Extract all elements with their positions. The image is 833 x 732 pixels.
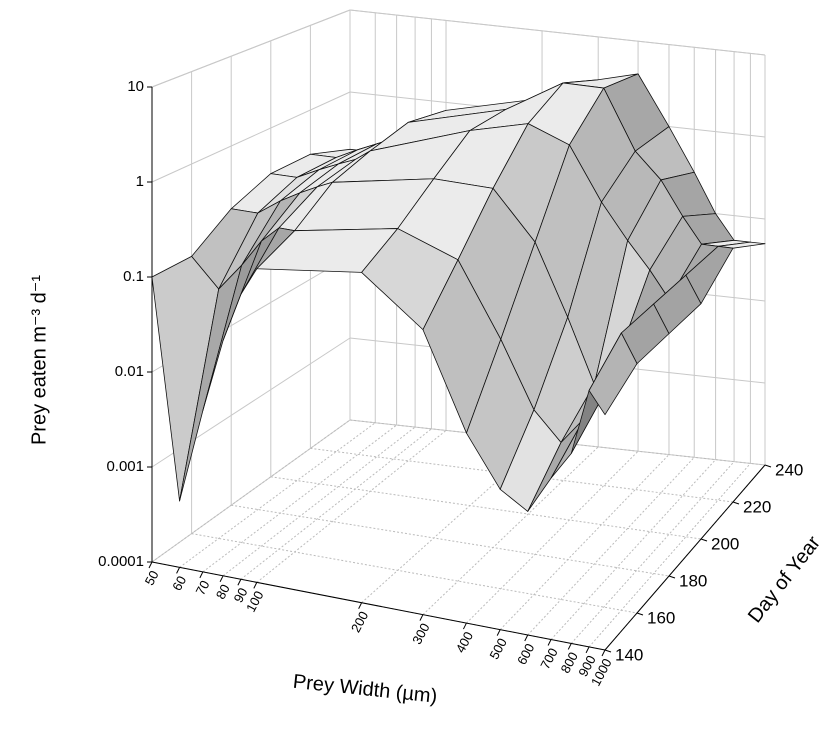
y-axis xyxy=(604,464,766,651)
tick-mark xyxy=(358,602,363,609)
grid-line xyxy=(466,450,639,624)
tick-mark xyxy=(668,575,676,579)
tick-mark xyxy=(732,501,740,505)
tick-mark xyxy=(419,614,424,621)
grid-line xyxy=(222,426,416,577)
grid-line xyxy=(270,476,702,540)
z-tick-label: 10 xyxy=(127,78,144,95)
grid-line xyxy=(240,428,432,580)
x-axis xyxy=(151,561,606,651)
y-tick-label: 200 xyxy=(711,534,739,553)
tick-mark xyxy=(585,646,590,654)
grid-line xyxy=(256,430,447,583)
tick-mark xyxy=(253,582,258,589)
tick-mark xyxy=(176,567,181,574)
x-tick-label: 60 xyxy=(169,573,189,593)
grid-line xyxy=(588,463,751,648)
z-tick-label: 0.01 xyxy=(115,363,144,380)
grid-line xyxy=(191,533,638,614)
grid-line xyxy=(151,419,351,563)
z-axis-title: Prey eaten m⁻³ d⁻¹ xyxy=(28,275,50,445)
grid-line xyxy=(422,446,599,615)
grid-line xyxy=(527,456,695,636)
tick-mark xyxy=(547,639,552,646)
x-tick-label: 500 xyxy=(486,636,509,662)
grid-line xyxy=(349,9,766,56)
tick-mark xyxy=(199,571,204,579)
tick-mark xyxy=(764,464,772,468)
tick-mark xyxy=(601,649,606,657)
x-tick-label: 600 xyxy=(514,641,537,667)
tick-mark xyxy=(700,538,708,542)
x-tick-label: 400 xyxy=(453,629,476,655)
grid-line xyxy=(550,459,716,640)
tick-mark xyxy=(636,612,644,616)
grid-line xyxy=(499,454,670,630)
grid-line xyxy=(179,422,376,568)
tick-mark xyxy=(219,575,224,583)
grid-line xyxy=(151,9,351,88)
y-tick-label: 160 xyxy=(647,608,675,627)
tick-mark xyxy=(496,629,501,636)
x-axis-title: Prey Width (µm) xyxy=(292,671,438,708)
tick-mark xyxy=(148,561,153,569)
grid-line xyxy=(202,424,397,573)
tick-mark xyxy=(237,579,242,586)
tick-mark xyxy=(524,634,529,642)
x-tick-label: 90 xyxy=(231,585,251,605)
y-tick-label: 240 xyxy=(775,460,803,479)
y-tick-label: 220 xyxy=(743,497,771,516)
x-tick-label: 200 xyxy=(348,609,371,635)
y-tick-label: 180 xyxy=(679,571,707,590)
grid-line xyxy=(151,91,351,183)
x-tick-label: 70 xyxy=(193,578,213,598)
tick-mark xyxy=(604,649,612,653)
grid-line xyxy=(231,504,670,577)
x-tick-label: 300 xyxy=(409,621,432,647)
z-tick-label: 1 xyxy=(136,173,144,190)
z-tick-label: 0.001 xyxy=(106,458,144,475)
grid-line xyxy=(361,440,543,604)
x-tick-label: 50 xyxy=(142,568,162,588)
tick-mark xyxy=(567,643,572,650)
grid-line xyxy=(570,461,735,644)
surface-patch xyxy=(588,332,638,416)
y-tick-label: 140 xyxy=(615,645,643,664)
y-axis-title: Day of Year xyxy=(744,532,825,627)
tick-mark xyxy=(462,622,467,630)
z-tick-label: 0.0001 xyxy=(98,553,144,570)
z-tick-label: 0.1 xyxy=(123,268,144,285)
x-tick-label: 80 xyxy=(213,582,233,602)
